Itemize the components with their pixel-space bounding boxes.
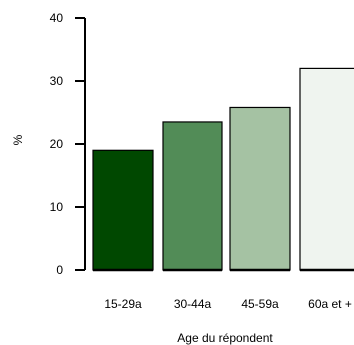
- y-tick-label: 20: [50, 137, 64, 151]
- bar-15-29a: [92, 149, 154, 271]
- bar-60a-et-: [299, 67, 354, 271]
- y-tick-label: 0: [56, 263, 63, 277]
- x-axis-tick-labels: 15-29a 30-44a 45-59a 60a et +: [104, 297, 352, 311]
- x-tick-label: 60a et +: [308, 297, 352, 311]
- x-tick-label: 45-59a: [241, 297, 279, 311]
- x-tick-label: 30-44a: [174, 297, 212, 311]
- x-tick-label: 15-29a: [104, 297, 142, 311]
- bar-45-59a: [229, 106, 291, 271]
- y-axis-title: %: [11, 134, 25, 145]
- bars: [92, 67, 354, 272]
- y-tick-label: 30: [50, 74, 64, 88]
- y-tick-label: 40: [50, 11, 64, 25]
- x-axis-title: Age du répondent: [177, 331, 273, 345]
- bar-30-44a: [162, 121, 223, 271]
- y-axis: 0 10 20 30 40: [50, 11, 86, 277]
- y-tick-label: 10: [50, 200, 64, 214]
